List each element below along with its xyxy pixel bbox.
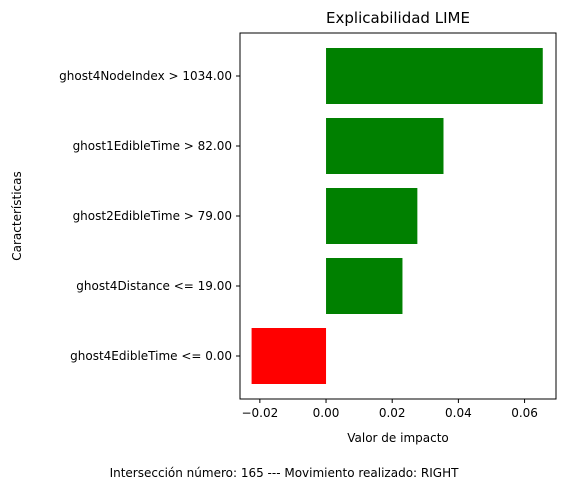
x-tick-label: 0.02 xyxy=(379,406,406,420)
bar-3 xyxy=(326,258,403,314)
y-tick-label: ghost2EdibleTime > 79.00 xyxy=(73,209,232,223)
chart-title: Explicabilidad LIME xyxy=(326,9,470,27)
y-tick-label: ghost4Distance <= 19.00 xyxy=(76,279,232,293)
y-tick-label: ghost4EdibleTime <= 0.00 xyxy=(70,349,232,363)
x-tick-label: −0.02 xyxy=(241,406,278,420)
x-tick-label: 0.00 xyxy=(313,406,340,420)
x-tick-label: 0.04 xyxy=(445,406,472,420)
bar-1 xyxy=(326,118,444,174)
bars-group xyxy=(251,48,543,384)
plot-frame xyxy=(239,32,557,400)
y-tick-labels: ghost4NodeIndex > 1034.00 ghost1EdibleTim… xyxy=(59,69,240,363)
bar-4 xyxy=(251,328,327,384)
x-tick-label: 0.06 xyxy=(511,406,538,420)
bar-0 xyxy=(326,48,543,104)
x-ticks: −0.02 0.00 0.02 0.04 0.06 xyxy=(241,399,538,420)
footer-status-text: Intersección número: 165 --- Movimiento … xyxy=(109,466,459,480)
y-tick-label: ghost1EdibleTime > 82.00 xyxy=(73,139,232,153)
y-tick-label: ghost4NodeIndex > 1034.00 xyxy=(59,69,232,83)
x-axis-label: Valor de impacto xyxy=(347,431,449,445)
bar-2 xyxy=(326,188,418,244)
y-axis-label: Características xyxy=(10,171,24,260)
